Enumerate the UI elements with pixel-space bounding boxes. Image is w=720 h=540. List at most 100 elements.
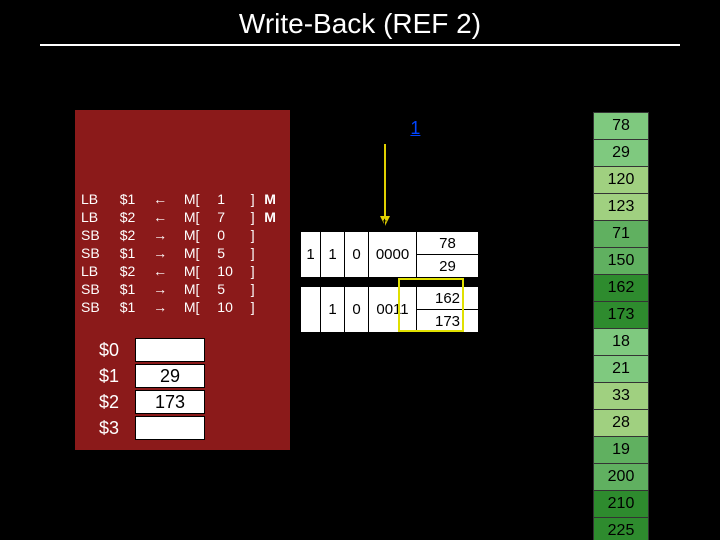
instr-tag xyxy=(262,244,289,262)
mem-value: 162 xyxy=(594,275,649,302)
mem-index: 11 xyxy=(560,410,594,437)
instr-reg: $1 xyxy=(118,190,151,208)
instr-arrow: → xyxy=(151,226,182,244)
instr-addr: 7 xyxy=(215,208,248,226)
cache-hdr-tag: tag xyxy=(369,215,417,232)
memory-row: 7173 xyxy=(560,302,649,329)
instr-m: M[ xyxy=(182,262,215,280)
instr-op: SB xyxy=(79,280,118,298)
memory-row: 14210 xyxy=(560,491,649,518)
instr-reg: $2 xyxy=(118,262,151,280)
instr-arrow: → xyxy=(151,280,182,298)
instr-tag xyxy=(262,280,289,298)
instruction-list: LB$1←M[1]MLB$2←M[7]MSB$2→M[0]SB$1→M[5]LB… xyxy=(79,190,289,316)
instr-tag xyxy=(262,262,289,280)
mem-index: 12 xyxy=(560,437,594,464)
instr-op: SB xyxy=(79,298,118,316)
cache-data: 162 xyxy=(417,287,479,310)
cache-tag: 0011 xyxy=(369,287,417,333)
instr-op: LB xyxy=(79,208,118,226)
mem-value: 210 xyxy=(594,491,649,518)
instr-tag xyxy=(262,298,289,316)
instr-arrow: ← xyxy=(151,190,182,208)
memory-row: 471 xyxy=(560,221,649,248)
instr-op: SB xyxy=(79,244,118,262)
slide: Write-Back (REF 2) Processor LB$1←M[1]ML… xyxy=(0,0,720,540)
register-file: $0$129$2173$3 xyxy=(93,336,207,442)
cache-hdr-v: V xyxy=(321,215,345,232)
reg-value xyxy=(135,416,205,440)
memory-row: 818 xyxy=(560,329,649,356)
reg-value: 173 xyxy=(135,390,205,414)
mem-value: 19 xyxy=(594,437,649,464)
addr-prefix: Addr: xyxy=(320,118,368,138)
instr-tag: M xyxy=(262,208,289,226)
instr-m: M[ xyxy=(182,280,215,298)
cache-data: 29 xyxy=(417,255,479,278)
cache-data: 173 xyxy=(417,310,479,333)
memory-row: 078 xyxy=(560,113,649,140)
mem-value: 71 xyxy=(594,221,649,248)
mem-index: 6 xyxy=(560,275,594,302)
cache-lru xyxy=(301,287,321,333)
stats: Misses: 2 Hits: 0 xyxy=(320,360,410,414)
register-row: $2173 xyxy=(95,390,205,414)
instr-br: ] xyxy=(249,244,262,262)
mem-index: 2 xyxy=(560,167,594,194)
hits-label: Hits: xyxy=(320,389,395,410)
cache-lru: 1 xyxy=(301,232,321,278)
instruction-row: SB$1→M[10] xyxy=(79,298,289,316)
instruction-row: LB$1←M[1]M xyxy=(79,190,289,208)
memory-row: 1219 xyxy=(560,437,649,464)
mem-index: 14 xyxy=(560,491,594,518)
instr-m: M[ xyxy=(182,244,215,262)
instr-addr: 10 xyxy=(215,298,248,316)
mem-value: 29 xyxy=(594,140,649,167)
instruction-row: LB$2←M[10] xyxy=(79,262,289,280)
cache-table: V d tag data 11000007829100011162173 xyxy=(300,215,479,333)
instr-reg: $1 xyxy=(118,280,151,298)
slide-title: Write-Back (REF 2) xyxy=(0,0,720,40)
processor-block: LB$1←M[1]MLB$2←M[7]MSB$2→M[0]SB$1→M[5]LB… xyxy=(75,110,290,450)
mem-value: 78 xyxy=(594,113,649,140)
memory-row: 921 xyxy=(560,356,649,383)
instruction-row: SB$1→M[5] xyxy=(79,280,289,298)
instr-addr: 0 xyxy=(215,226,248,244)
memory-label: Memory xyxy=(580,80,680,101)
instr-reg: $1 xyxy=(118,244,151,262)
instr-arrow: ← xyxy=(151,262,182,280)
mem-index: 13 xyxy=(560,464,594,491)
processor-label: Processor xyxy=(95,80,265,101)
block-offset-label: block offset xyxy=(439,135,514,199)
instr-addr: 5 xyxy=(215,280,248,298)
instr-tag: M xyxy=(262,190,289,208)
memory-row: 6162 xyxy=(560,275,649,302)
mem-value: 33 xyxy=(594,383,649,410)
mem-value: 225 xyxy=(594,518,649,540)
cache-hdr-d: d xyxy=(345,215,369,232)
instr-arrow: → xyxy=(151,244,182,262)
memory-row: 13200 xyxy=(560,464,649,491)
mem-index: 15 xyxy=(560,518,594,540)
instruction-row: SB$2→M[0] xyxy=(79,226,289,244)
addr-display: Addr: 00111 xyxy=(320,118,420,139)
mem-index: 4 xyxy=(560,221,594,248)
cache-label: Cache xyxy=(300,80,525,101)
instr-arrow: ← xyxy=(151,208,182,226)
mem-index: 9 xyxy=(560,356,594,383)
memory-row: 3123 xyxy=(560,194,649,221)
mem-value: 123 xyxy=(594,194,649,221)
cache-tag: 0000 xyxy=(369,232,417,278)
instr-addr: 1 xyxy=(215,190,248,208)
instr-arrow: → xyxy=(151,298,182,316)
instr-addr: 5 xyxy=(215,244,248,262)
addr-arrow xyxy=(384,144,386,224)
instr-br: ] xyxy=(249,208,262,226)
reg-name: $1 xyxy=(95,364,133,388)
mem-index: 5 xyxy=(560,248,594,275)
memory-table: 0781292120312347151506162717381892110331… xyxy=(560,112,649,540)
instr-br: ] xyxy=(249,298,262,316)
mem-value: 18 xyxy=(594,329,649,356)
mem-index: 10 xyxy=(560,383,594,410)
instr-addr: 10 xyxy=(215,262,248,280)
